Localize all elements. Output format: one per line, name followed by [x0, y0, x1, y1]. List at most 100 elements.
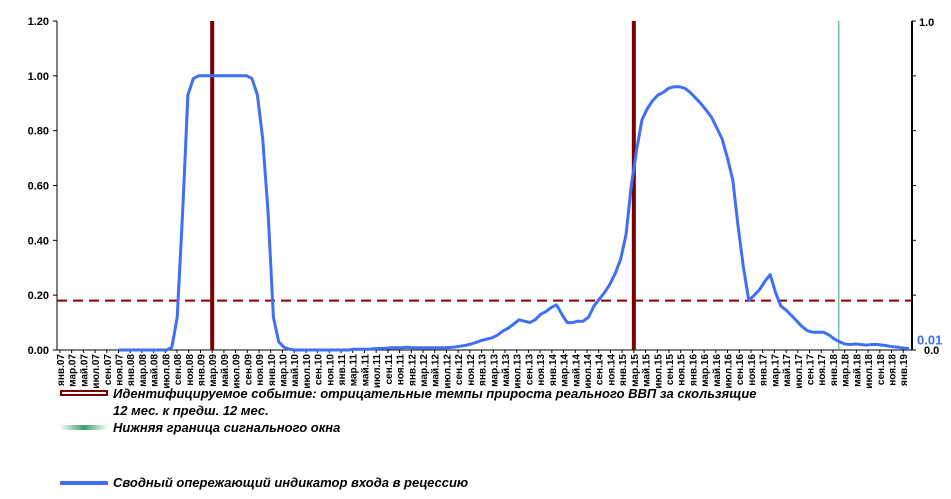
x-tick-label: май.14: [571, 354, 582, 387]
x-tick-label: ноя.17: [817, 354, 828, 386]
legend-swatch-event: [60, 390, 108, 396]
x-tick-label: мар.12: [419, 354, 430, 387]
x-tick-label: июл.13: [513, 354, 524, 389]
x-tick-label: сен.18: [876, 354, 887, 386]
x-tick-label: май.10: [290, 354, 301, 387]
x-tick-label: мар.18: [841, 354, 852, 387]
x-tick-label: мар.09: [208, 354, 219, 387]
x-tick-label: мар.15: [630, 354, 641, 387]
legend-label-indicator: Сводный опережающий индикатор входа в ре…: [113, 475, 469, 490]
x-tick-label: ноя.11: [396, 354, 407, 386]
legend-item-lower-bound: Нижняя граница сигнального окна: [60, 419, 340, 436]
y-tick-label: 0.80: [28, 126, 49, 138]
x-tick-label: май.13: [501, 354, 512, 387]
x-tick-label: сен.07: [103, 354, 114, 386]
legend-label-event: Идентифицируемое событие: отрицательные …: [113, 385, 757, 419]
x-tick-label: май.11: [360, 354, 371, 387]
x-tick-label: май.17: [782, 354, 793, 387]
x-tick-label: янв.11: [337, 354, 348, 386]
x-tick-label: май.18: [852, 354, 863, 387]
x-tick-label: янв.13: [478, 354, 489, 386]
x-tick-label: сен.14: [595, 354, 606, 386]
x-tick-label: янв.15: [618, 354, 629, 386]
x-tick-label: мар.11: [349, 354, 360, 387]
x-tick-label: ноя.16: [747, 354, 758, 386]
x-tick-label: июл.12: [442, 354, 453, 389]
x-tick-label: янв.07: [56, 354, 67, 386]
x-tick-label: май.09: [220, 354, 231, 387]
x-tick-label: ноя.07: [114, 354, 125, 386]
x-tick-label: июл.08: [161, 354, 172, 389]
x-tick-label: июл.16: [724, 354, 735, 389]
x-tick-label: ноя.18: [888, 354, 899, 386]
x-tick-label: июл.15: [653, 354, 664, 389]
x-tick-label: сен.08: [173, 354, 184, 386]
legend-label-event-line2: 12 мес. к предш. 12 мес.: [113, 403, 269, 418]
legend-label-lower-bound: Нижняя граница сигнального окна: [113, 420, 341, 435]
x-tick-label: мар.17: [770, 354, 781, 387]
x-tick-label: янв.18: [829, 354, 840, 386]
legend-swatch-lower-bound: [60, 425, 108, 430]
right-axis: 1.0 0.00.01: [912, 17, 942, 357]
right-axis-top-label: 1.0: [919, 17, 934, 29]
x-tick-label: мар.10: [278, 354, 289, 387]
right-axis-bottom-label: 0.0: [924, 345, 939, 357]
x-tick-label: ноя.08: [185, 354, 196, 386]
x-tick-label: янв.19: [899, 354, 910, 386]
x-tick-label: сен.10: [314, 354, 325, 386]
x-tick-label: ноя.13: [536, 354, 547, 386]
x-tick-label: май.15: [642, 354, 653, 387]
y-tick-label: 1.00: [28, 71, 49, 83]
x-tick-label: июл.11: [372, 354, 383, 389]
x-tick-label: сен.15: [665, 354, 676, 386]
x-tick-label: мар.07: [68, 354, 79, 387]
x-tick-label: сен.12: [454, 354, 465, 386]
x-tick-label: июл.07: [91, 354, 102, 389]
x-tick-label: мар.16: [700, 354, 711, 387]
x-tick-label: сен.16: [735, 354, 746, 386]
x-tick-label: май.08: [150, 354, 161, 387]
y-tick-label: 0.60: [28, 181, 49, 193]
x-tick-label: янв.14: [548, 354, 559, 386]
y-tick-label: 0.40: [28, 235, 49, 247]
x-axis-ticks: янв.07 мар.07 май.07 июл.07 сен.07 ноя.07 янв.…: [56, 350, 910, 389]
x-tick-label: сен.11: [384, 354, 395, 385]
y-axis-ticks: 1.20 1.00 0.80 0.60 0.40 0.20 0.00: [28, 16, 57, 357]
legend-swatch-indicator: [60, 481, 108, 485]
series-lines: [118, 74, 910, 352]
indicator-line: [118, 74, 910, 352]
legend-item-event: Идентифицируемое событие: отрицательные …: [60, 385, 757, 419]
x-tick-label: июл.18: [864, 354, 875, 389]
x-tick-label: янв.12: [407, 354, 418, 386]
x-tick-label: янв.08: [126, 354, 137, 386]
x-tick-label: май.12: [431, 354, 442, 387]
x-tick-label: янв.17: [759, 354, 770, 386]
x-tick-label: мар.14: [560, 354, 571, 387]
x-tick-label: мар.13: [489, 354, 500, 387]
right-value-label: 0.01: [917, 333, 942, 348]
x-tick-label: сен.13: [524, 354, 535, 386]
x-tick-label: янв.09: [196, 354, 207, 386]
x-tick-label: ноя.10: [325, 354, 336, 386]
x-tick-label: янв.10: [267, 354, 278, 386]
x-tick-label: сен.09: [243, 354, 254, 386]
x-tick-label: май.07: [79, 354, 90, 387]
x-tick-label: июл.10: [302, 354, 313, 389]
legend-item-indicator: Сводный опережающий индикатор входа в ре…: [60, 474, 468, 491]
y-tick-label: 0.00: [28, 345, 49, 357]
x-tick-label: янв.16: [688, 354, 699, 386]
x-tick-label: сен.17: [806, 354, 817, 386]
x-tick-label: ноя.14: [606, 354, 617, 386]
y-tick-label: 0.20: [28, 290, 49, 302]
x-tick-label: ноя.15: [677, 354, 688, 386]
x-tick-label: май.16: [712, 354, 723, 387]
y-tick-label: 1.20: [28, 16, 49, 28]
x-tick-label: ноя.09: [255, 354, 266, 386]
x-tick-label: ноя.12: [466, 354, 477, 386]
x-tick-label: июл.09: [232, 354, 243, 389]
x-tick-label: июл.17: [794, 354, 805, 389]
x-tick-label: июл.14: [583, 354, 594, 389]
legend-label-event-line1: Идентифицируемое событие: отрицательные …: [113, 386, 757, 401]
